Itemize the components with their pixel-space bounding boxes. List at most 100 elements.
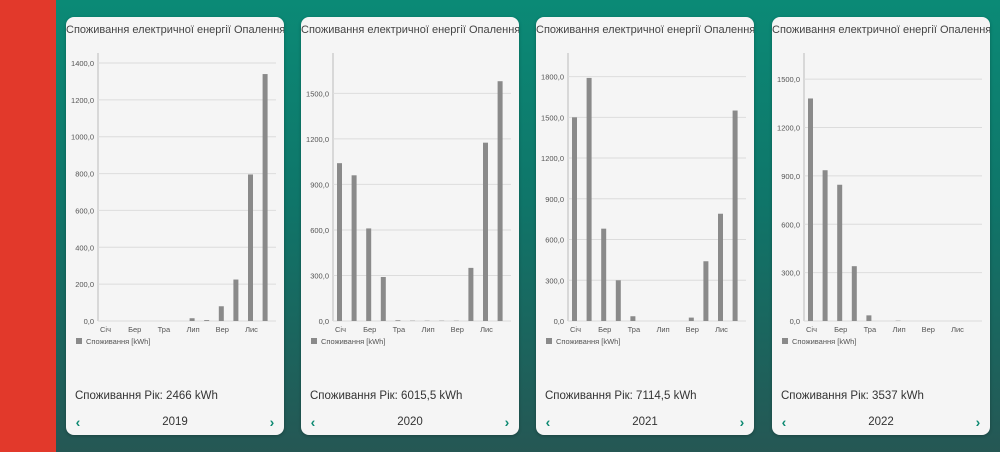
card-title: Споживання електричної енергії Опалення — [301, 24, 519, 36]
y-tick-label: 1500,0 — [541, 113, 564, 122]
card-title: Споживання електричної енергії Опалення — [536, 24, 754, 36]
annual-consumption: Споживання Рік: 3537 kWh — [781, 390, 924, 402]
chevron-left-icon[interactable]: ‹ — [545, 414, 551, 430]
y-tick-label: 1200,0 — [777, 124, 800, 133]
annual-consumption: Споживання Рік: 7114,5 kWh — [545, 390, 697, 402]
x-tick-label: Тра — [864, 325, 877, 334]
year-navigation: ‹ 2020 › — [301, 412, 519, 432]
y-tick-label: 600,0 — [75, 206, 94, 215]
chart-card-3: Споживання електричної енергії Опалення … — [536, 17, 754, 435]
bar — [189, 318, 195, 321]
bar — [497, 81, 503, 321]
y-tick-label: 600,0 — [545, 236, 564, 245]
x-tick-label: Вер — [922, 325, 935, 334]
x-tick-label: Лис — [715, 325, 728, 334]
year-label: 2022 — [868, 416, 894, 428]
y-tick-label: 900,0 — [545, 195, 564, 204]
bar — [615, 280, 621, 321]
chevron-left-icon[interactable]: ‹ — [781, 414, 787, 430]
bar — [468, 267, 474, 321]
y-tick-label: 1000,0 — [71, 133, 94, 142]
bar — [732, 110, 738, 322]
y-tick-label: 300,0 — [310, 271, 329, 280]
bar — [483, 142, 488, 321]
year-navigation: ‹ 2022 › — [772, 412, 990, 432]
y-tick-label: 1200,0 — [306, 135, 329, 144]
chevron-left-icon[interactable]: ‹ — [75, 414, 81, 430]
y-tick-label: 1400,0 — [71, 59, 94, 68]
bar — [718, 213, 723, 321]
x-tick-label: Лис — [951, 325, 964, 334]
chart-card-1: Споживання електричної енергії Опалення … — [66, 17, 284, 435]
y-tick-label: 1500,0 — [306, 89, 329, 98]
chevron-right-icon[interactable]: › — [975, 414, 981, 430]
legend-swatch — [782, 338, 788, 344]
x-tick-label: Тра — [393, 325, 406, 334]
year-navigation: ‹ 2019 › — [66, 412, 284, 432]
bar — [837, 184, 843, 321]
bar-chart: 0,0 300,0 600,0 900,0 1200,0 1500,0 Січ Бер Тра Л… — [306, 53, 511, 346]
legend-swatch — [546, 338, 552, 344]
x-tick-label: Тра — [628, 325, 641, 334]
y-tick-label: 0,0 — [790, 317, 800, 326]
x-tick-label: Бер — [363, 325, 376, 334]
bar — [851, 266, 857, 321]
x-tick-label: Січ — [100, 325, 111, 334]
x-tick-label: Вер — [216, 325, 229, 334]
bar — [218, 306, 224, 321]
y-tick-label: 0,0 — [84, 317, 94, 326]
legend-label: Споживання [kWh] — [556, 337, 620, 346]
bar — [822, 170, 828, 321]
bar — [248, 174, 253, 321]
y-tick-label: 900,0 — [781, 172, 800, 181]
x-tick-label: Лис — [480, 325, 493, 334]
x-tick-label: Лис — [245, 325, 258, 334]
bar — [204, 320, 210, 321]
y-tick-label: 1200,0 — [71, 96, 94, 105]
y-tick-label: 1200,0 — [541, 154, 564, 163]
x-tick-label: Січ — [806, 325, 817, 334]
bar — [586, 77, 592, 321]
bar — [688, 317, 694, 321]
x-tick-label: Січ — [335, 325, 346, 334]
x-tick-label: Бер — [834, 325, 847, 334]
chevron-right-icon[interactable]: › — [739, 414, 745, 430]
year-label: 2020 — [397, 416, 423, 428]
x-tick-label: Тра — [158, 325, 171, 334]
chevron-left-icon[interactable]: ‹ — [310, 414, 316, 430]
x-tick-label: Бер — [598, 325, 611, 334]
chevron-right-icon[interactable]: › — [269, 414, 275, 430]
bar-chart: 0,0 200,0 400,0 600,0 800,0 1000,0 1200,0 1400,… — [71, 53, 276, 346]
bar — [337, 163, 342, 321]
x-tick-label: Вер — [451, 325, 464, 334]
legend-label: Споживання [kWh] — [792, 337, 856, 346]
x-tick-label: Вер — [686, 325, 699, 334]
x-tick-label: Лип — [187, 325, 200, 334]
bar — [380, 276, 386, 321]
card-title: Споживання електричної енергії Опалення — [66, 24, 284, 36]
year-label: 2019 — [162, 416, 188, 428]
y-tick-label: 0,0 — [554, 317, 564, 326]
bar — [233, 279, 239, 321]
x-tick-label: Лип — [893, 325, 906, 334]
chevron-right-icon[interactable]: › — [504, 414, 510, 430]
card-title: Споживання електричної енергії Опалення — [772, 24, 990, 36]
y-tick-label: 800,0 — [75, 170, 94, 179]
y-tick-label: 200,0 — [75, 280, 94, 289]
y-tick-label: 400,0 — [75, 243, 94, 252]
side-strip — [0, 0, 56, 452]
bar — [366, 228, 372, 321]
chart-card-2: Споживання електричної енергії Опалення … — [301, 17, 519, 435]
bar — [572, 117, 577, 321]
annual-consumption: Споживання Рік: 6015,5 kWh — [310, 390, 463, 402]
annual-consumption: Споживання Рік: 2466 kWh — [75, 390, 218, 402]
bar — [703, 261, 709, 321]
x-tick-label: Лип — [422, 325, 435, 334]
y-tick-label: 600,0 — [781, 220, 800, 229]
year-navigation: ‹ 2021 › — [536, 412, 754, 432]
y-tick-label: 900,0 — [310, 180, 329, 189]
bar — [262, 74, 268, 321]
legend-label: Споживання [kWh] — [86, 337, 150, 346]
y-tick-label: 1800,0 — [541, 73, 564, 82]
chart-card-4: Споживання електричної енергії Опалення … — [772, 17, 990, 435]
